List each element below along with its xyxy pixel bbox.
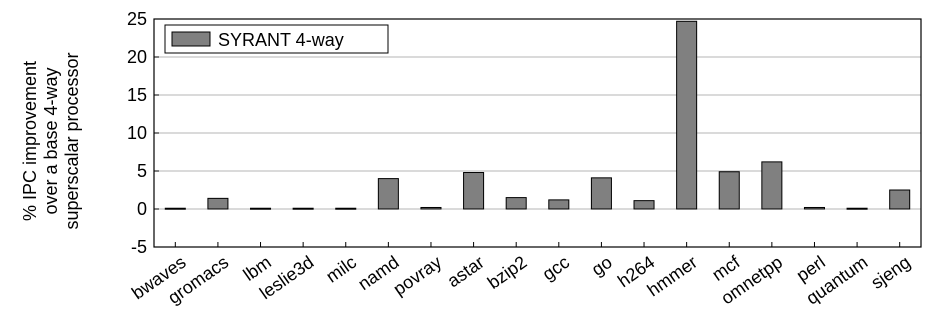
bar-go [590,177,612,210]
bars [164,20,911,210]
legend-label: SYRANT 4-way [218,30,344,50]
x-tick-label: gcc [539,252,573,284]
bar-perl [803,206,825,210]
bar-h264 [633,200,655,210]
legend-swatch [171,31,211,47]
bar-povray [420,206,442,210]
y-tick-label: -5 [131,237,147,257]
x-tick-label: astar [444,252,488,291]
y-axis-title-line: superscalar processor [62,52,82,229]
y-tick-label: 25 [127,9,147,29]
bar-lbm [250,207,272,210]
y-axis-ticks: -5 0 5 10 15 20 25 [127,9,159,257]
bar-bzip2 [505,197,527,210]
x-tick-label: bzip2 [484,252,531,293]
legend: SYRANT 4-way [164,24,389,54]
bar-gromacs [207,197,229,210]
bar-quantum [846,207,868,210]
bar-hmmer [676,20,698,210]
bar-mcf [718,171,740,210]
bar-leslie3d [292,207,314,210]
bar-sjeng [889,189,911,210]
bar-omnetpp [761,161,783,210]
x-tick-label: hmmer [644,252,701,301]
x-tick-label: sjeng [867,252,914,293]
y-tick-label: 20 [127,47,147,67]
y-axis-title-line: % IPC improvement [20,61,40,221]
bar-namd [377,178,399,210]
x-tick-label: milc [322,252,360,287]
y-tick-label: 5 [137,161,147,181]
bar-bwaves [164,207,186,210]
y-tick-label: 15 [127,85,147,105]
bar-milc [335,207,357,210]
bar-astar [463,172,485,210]
y-tick-label: 0 [137,199,147,219]
y-tick-label: 10 [127,123,147,143]
y-axis-title-line: over a base 4-way [41,67,61,214]
x-tick-label: go [588,252,616,280]
bar-gcc [548,199,570,210]
x-tick-label: povray [390,252,446,299]
y-axis-title: % IPC improvementover a base 4-waysupers… [20,52,82,229]
